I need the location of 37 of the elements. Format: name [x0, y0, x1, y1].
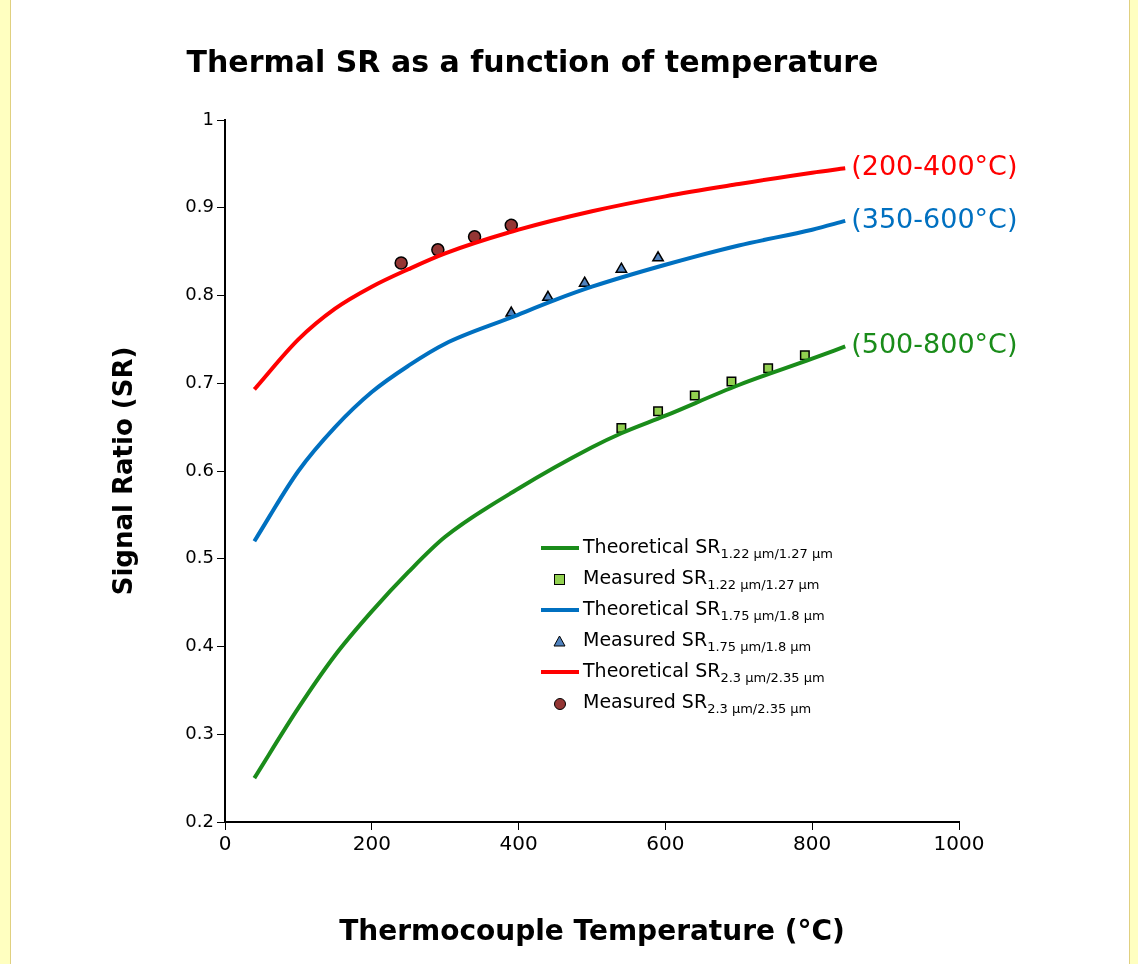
chart-title: Thermal SR as a function of temperature	[186, 43, 879, 79]
legend-label: Theoretical SR$_{1.75 μm/1.8 μm}$	[583, 596, 825, 623]
x-axis-title: Thermocouple Temperature (°C)	[339, 914, 845, 948]
point	[653, 406, 664, 417]
legend-label: Measured SR$_{1.75 μm/1.8 μm}$	[583, 627, 812, 654]
y-tick-label: 1	[202, 107, 214, 129]
point	[394, 256, 408, 270]
y-tick-label: 0.8	[185, 283, 214, 305]
x-tick-label: 200	[352, 831, 391, 856]
annotation: (200-400°C)	[851, 150, 1018, 182]
annotation: (350-600°C)	[851, 202, 1018, 234]
legend-label: Measured SR$_{1.22 μm/1.27 μm}$	[583, 565, 820, 592]
y-tick-label: 0.3	[185, 721, 214, 743]
x-tick-label: 800	[793, 831, 832, 856]
point	[652, 251, 665, 262]
y-tick-label: 0.6	[185, 458, 214, 480]
line-series	[252, 344, 848, 781]
x-tick-label: 1000	[933, 831, 985, 856]
point	[615, 262, 628, 273]
y-axis-title: Signal Ratio (SR)	[108, 346, 139, 596]
legend-label: Theoretical SR$_{1.22 μm/1.27 μm}$	[583, 534, 833, 561]
legend-label: Measured SR$_{2.3 μm/2.35 μm}$	[583, 689, 812, 716]
point	[799, 350, 810, 361]
y-tick-label: 0.9	[185, 195, 214, 217]
point	[542, 290, 554, 302]
y-tick-label: 0.4	[185, 634, 214, 656]
x-tick-label: 0	[218, 831, 232, 856]
y-tick-label: 0.7	[185, 370, 214, 392]
y-tick-label: 0.5	[185, 546, 214, 568]
line-series	[252, 166, 848, 392]
point	[578, 276, 591, 287]
x-tick-label: 600	[646, 831, 685, 856]
annotation: (500-800°C)	[851, 328, 1018, 360]
x-tick-label: 400	[499, 831, 538, 856]
legend-label: Theoretical SR$_{2.3 μm/2.35 μm}$	[583, 658, 825, 685]
y-tick-label: 0.2	[185, 809, 214, 831]
point	[689, 390, 700, 401]
